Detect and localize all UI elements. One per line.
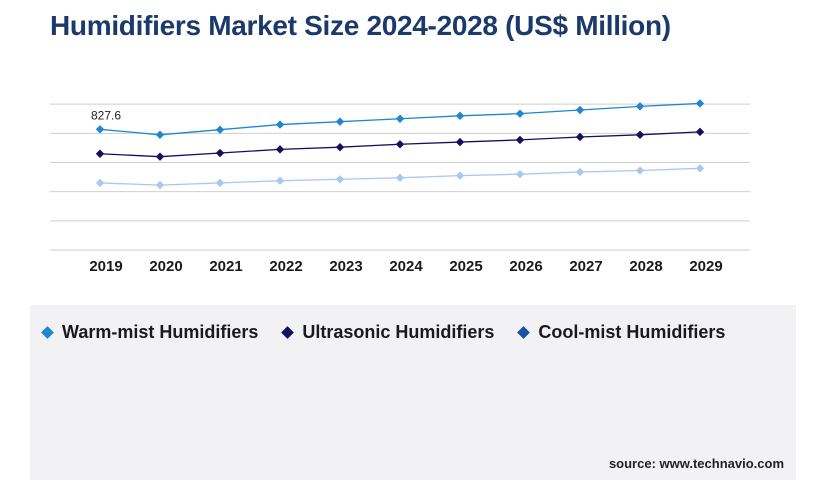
data-point [515, 135, 525, 145]
data-point [635, 130, 645, 139]
x-tick-label: 2019 [89, 258, 122, 275]
legend-marker [41, 326, 54, 339]
data-labels: 827.6 [91, 108, 121, 122]
data-point [515, 109, 525, 118]
x-tick-label: 2021 [209, 258, 242, 275]
data-point [215, 148, 225, 158]
data-point [455, 111, 465, 121]
data-point [695, 127, 705, 137]
x-axis-ticks: 2019 2020 2021 2022 2023 2024 2025 2026 2027 2028… [89, 258, 722, 275]
data-point [215, 178, 225, 188]
data-point [395, 173, 405, 183]
data-point [515, 169, 525, 179]
x-tick-label: 2020 [149, 258, 182, 275]
x-tick-label: 2022 [269, 258, 302, 275]
legend-label: Warm-mist Humidifiers [62, 322, 259, 342]
legend-marker [517, 326, 531, 339]
data-point [455, 171, 465, 180]
data-point [275, 120, 285, 129]
data-point [335, 142, 345, 152]
data-point [695, 164, 705, 173]
chart-title: Humidifiers Market Size 2024-2028 (US$ M… [50, 10, 671, 41]
series-lines [95, 99, 705, 190]
data-point [335, 117, 345, 126]
data-point [155, 130, 165, 139]
legend-label: Ultrasonic Humidifiers [302, 322, 495, 342]
data-point [275, 145, 285, 154]
legend-marker [281, 326, 295, 339]
data-point [575, 132, 585, 142]
x-tick-label: 2026 [509, 258, 542, 275]
data-point [155, 152, 165, 161]
data-point [95, 125, 105, 134]
data-point [395, 114, 405, 123]
line-chart: 827.6 2019 2020 2021 2022 2023 2024 2025 2026 20… [50, 99, 750, 275]
data-point [695, 99, 705, 108]
x-tick-label: 2027 [569, 258, 602, 275]
legend-item: Cool-mist Humidifiers [516, 322, 725, 343]
x-tick-label: 2029 [689, 258, 722, 275]
data-point [215, 125, 225, 134]
data-label: 827.6 [91, 108, 121, 122]
gridlines [50, 103, 750, 251]
data-point [335, 175, 345, 184]
data-point [575, 105, 585, 115]
x-tick-label: 2024 [389, 258, 423, 275]
data-point [635, 102, 645, 111]
legend-item: Warm-mist Humidifiers [40, 322, 258, 343]
data-point [395, 140, 405, 149]
legend-item: Ultrasonic Humidifiers [280, 322, 494, 343]
data-point [455, 137, 465, 147]
source-credit: source: www.technavio.com [608, 456, 784, 471]
data-point [275, 176, 285, 185]
x-tick-label: 2028 [629, 258, 662, 275]
chart-legend: Warm-mist Humidifiers Ultrasonic Humidifi… [40, 322, 747, 343]
legend-label: Cool-mist Humidifiers [538, 322, 726, 342]
legend-panel [30, 305, 796, 480]
data-point [155, 180, 165, 190]
data-point [635, 166, 645, 175]
data-point [95, 149, 105, 158]
data-point [95, 178, 105, 188]
data-point [575, 167, 585, 177]
x-tick-label: 2025 [449, 258, 482, 275]
x-tick-label: 2023 [329, 258, 362, 275]
